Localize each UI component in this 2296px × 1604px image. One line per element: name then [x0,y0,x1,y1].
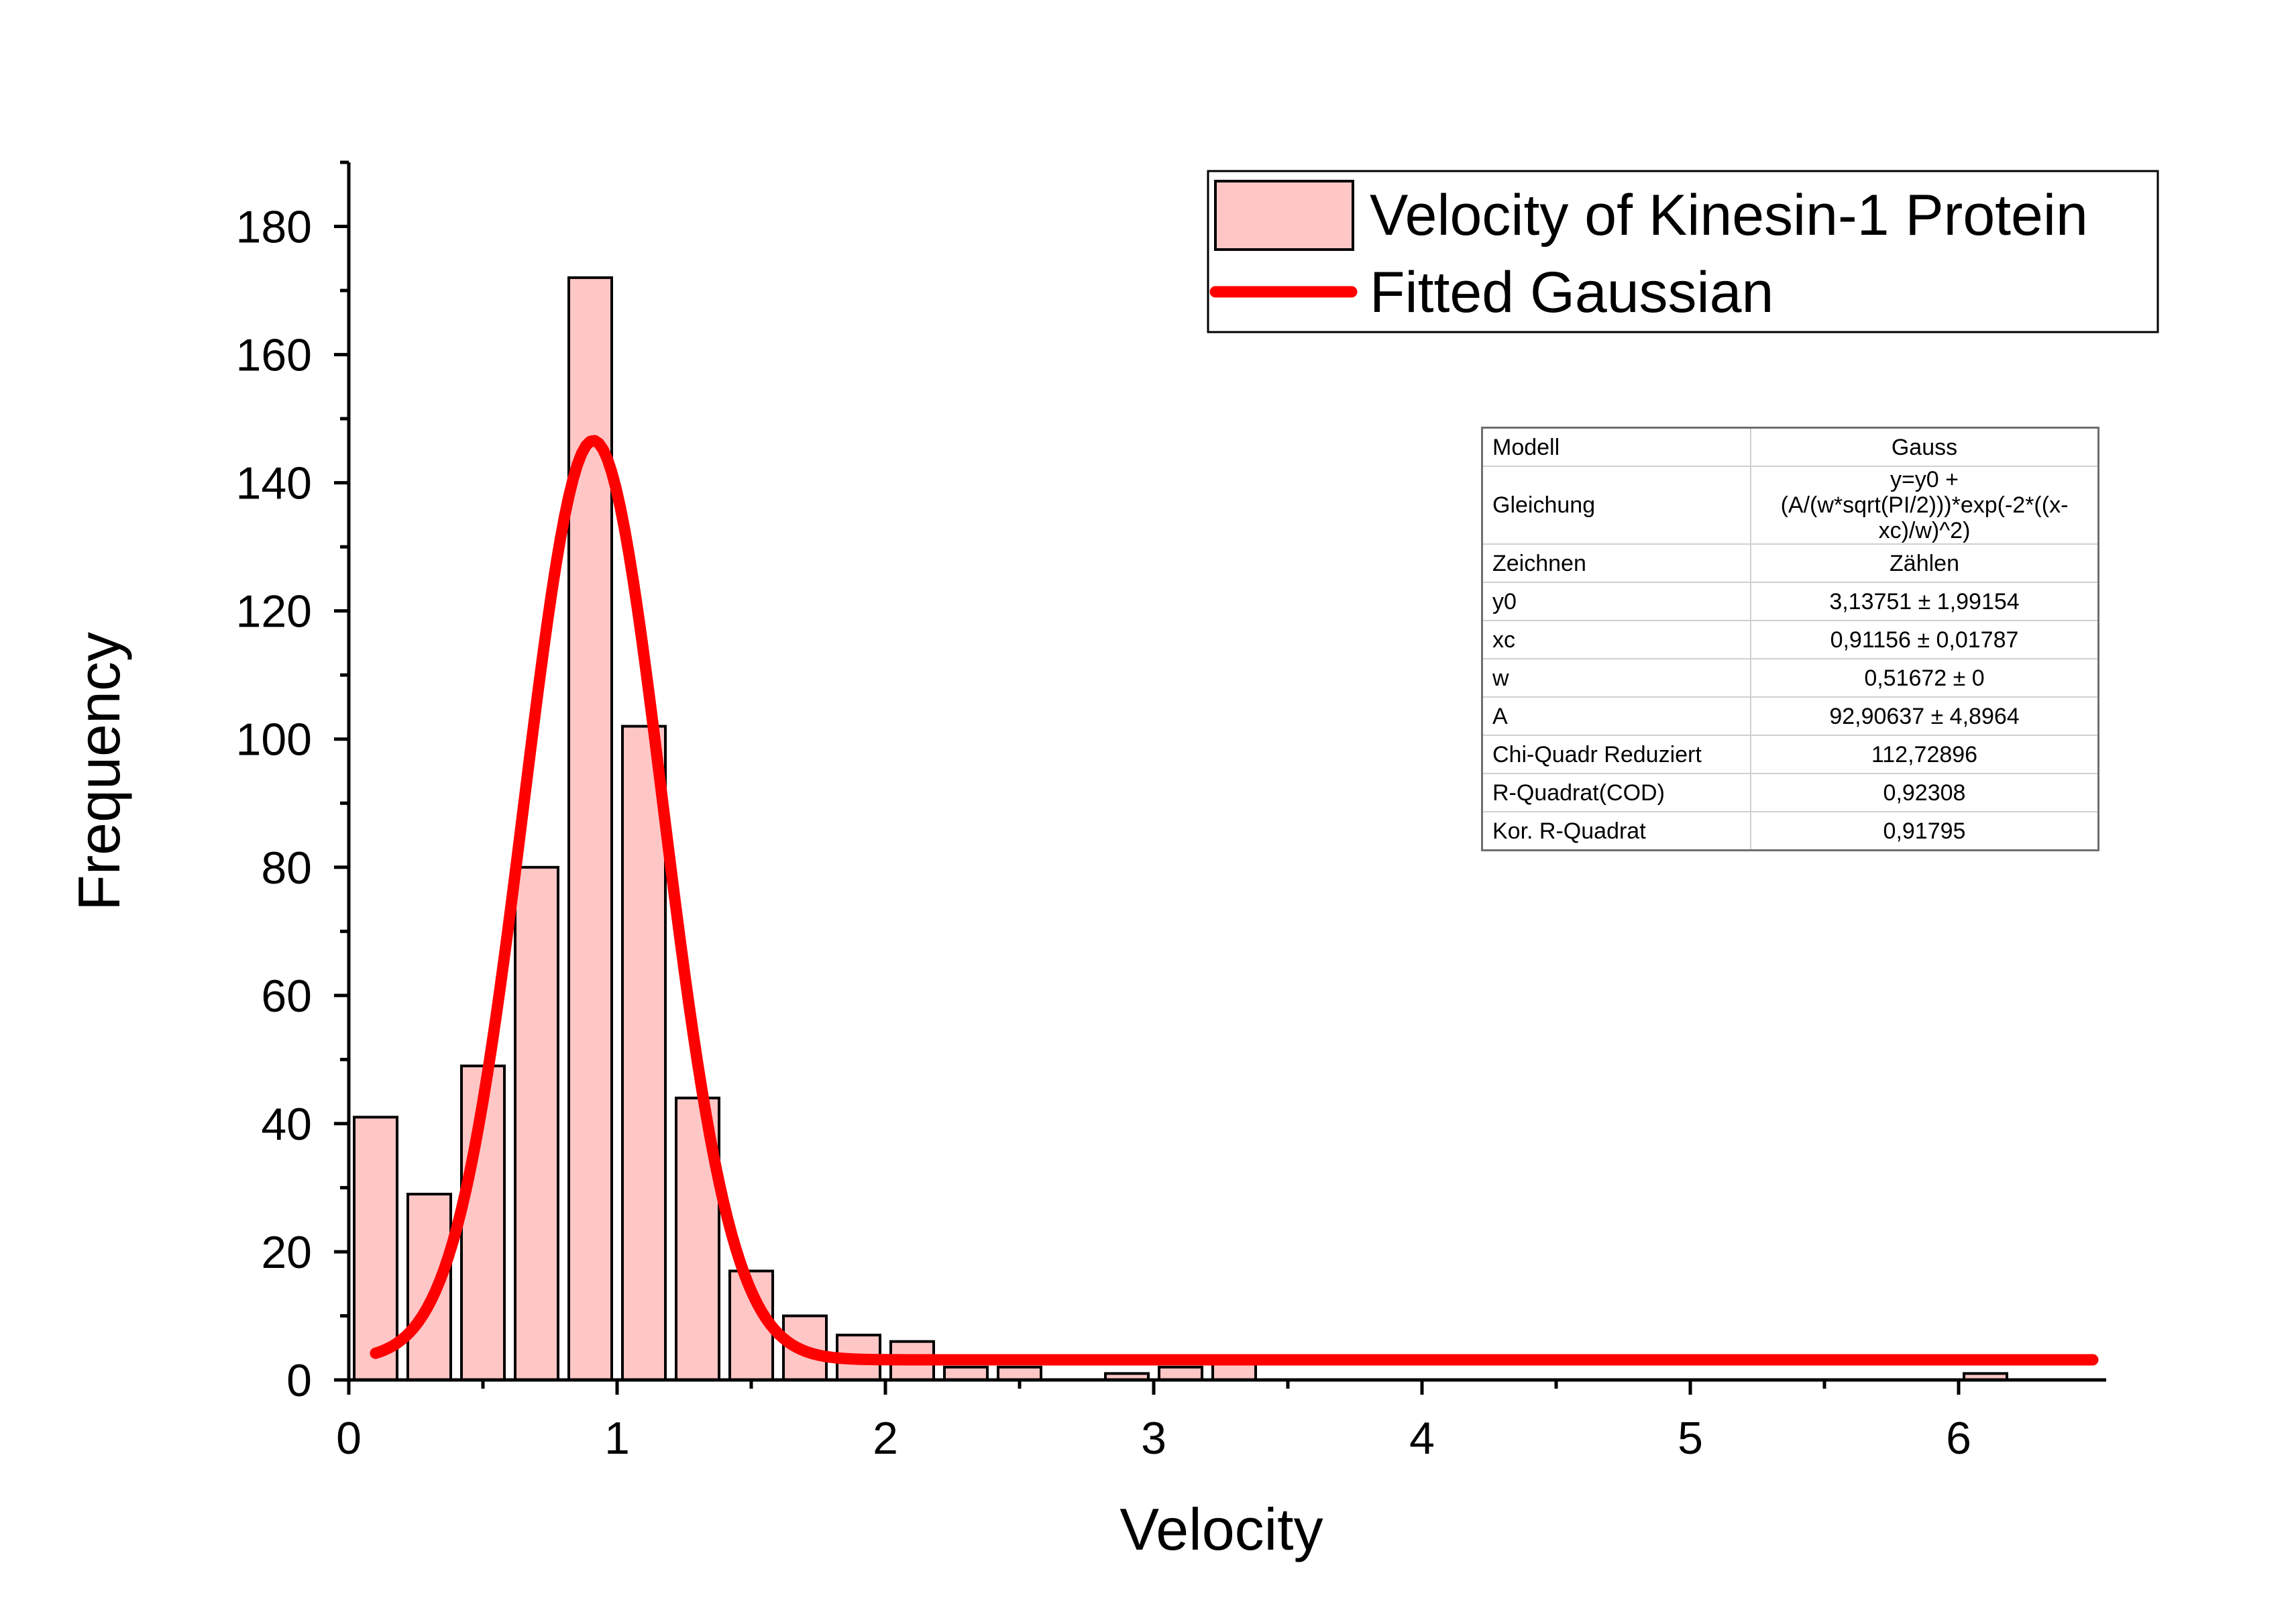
x-tick-label: 1 [604,1413,630,1464]
stats-key: Zeichnen [1482,543,1751,582]
fit-layer [370,435,2099,1366]
stats-key: Gleichung [1482,466,1751,544]
stats-value: 112,72896 [1751,735,2099,773]
legend-label-histogram: Velocity of Kinesin-1 Protein [1370,183,2088,248]
stats-row: w 0,51672 ± 0 [1482,658,2099,697]
y-tick-label: 20 [261,1227,312,1278]
histogram-bar [514,865,559,1382]
stats-row: A 92,90637 ± 4,8964 [1482,696,2099,735]
stats-key: Modell [1482,427,1751,466]
stats-key: Chi-Quadr Reduziert [1482,735,1751,773]
stats-key: A [1482,696,1751,735]
y-tick-label: 0 [286,1355,312,1406]
histogram-bar [943,1365,989,1382]
x-tick-label: 3 [1141,1413,1166,1464]
legend-box [1207,170,2159,333]
y-tick-label: 40 [261,1099,312,1150]
stats-value: y=y0 + (A/(w*sqrt(PI/2)))*exp(-2*((x-xc)… [1751,466,2099,544]
stats-row: Chi-Quadr Reduziert 112,72896 [1482,735,2099,773]
y-tick-label: 180 [236,202,312,253]
stats-value: 3,13751 ± 1,99154 [1751,582,2099,621]
stats-key: xc [1482,620,1751,659]
stats-value: 0,91795 [1751,811,2099,851]
stats-value: Gauss [1891,434,1958,460]
y-axis-title: Frequency [66,632,132,911]
stats-row: xc 0,91156 ± 0,01787 [1482,620,2099,659]
y-tick-label: 80 [261,843,312,894]
x-tick-label: 6 [1946,1413,1971,1464]
fitted-gaussian-line [370,435,2099,1366]
stats-key: R-Quadrat(COD) [1482,773,1751,812]
stats-key: Kor. R-Quadrat [1482,811,1751,851]
legend-label-fit: Fitted Gaussian [1370,260,1773,325]
fit-statistics-table: Modell Gauss Gleichung y=y0 + (A/(w*sqrt… [1481,427,2099,851]
stats-row: Kor. R-Quadrat 0,91795 [1482,811,2099,851]
histogram-bar [406,1193,452,1381]
y-tick-label: 100 [236,714,312,765]
stats-row: Gleichung y=y0 + (A/(w*sqrt(PI/2)))*exp(… [1482,466,2099,544]
y-tick-label: 120 [236,586,312,637]
stats-value: 0,91156 ± 0,01787 [1751,620,2099,659]
stats-value: 92,90637 ± 4,8964 [1751,696,2099,735]
stats-value: 0,92308 [1751,773,2099,812]
stats-value: Zählen [1751,543,2099,582]
legend: Velocity of Kinesin-1 Protein Fitted Gau… [1207,170,2159,333]
stats-key: w [1482,658,1751,697]
histogram-bar [997,1365,1042,1382]
y-tick-label: 160 [236,330,312,381]
axes-layer [347,162,2106,1382]
stats-row: Modell Gauss [1482,427,2099,466]
x-tick-label: 0 [336,1413,362,1464]
stats-row: R-Quadrat(COD) 0,92308 [1482,773,2099,812]
y-tick-label: 60 [261,971,312,1022]
stats-value: 0,51672 ± 0 [1751,658,2099,697]
histogram-bar [621,725,667,1381]
x-tick-label: 2 [873,1413,898,1464]
x-tick-label: 5 [1678,1413,1703,1464]
stats-row: Zeichnen Zählen [1482,543,2099,582]
x-tick-label: 4 [1409,1413,1435,1464]
histogram-bar [353,1116,398,1382]
stats-row: y0 3,13751 ± 1,99154 [1482,582,2099,621]
x-axis-title: Velocity [1119,1496,1323,1562]
stats-key: y0 [1482,582,1751,621]
histogram-bar [1158,1365,1203,1382]
legend-bar-swatch [1214,180,1354,251]
y-tick-label: 140 [236,458,312,509]
